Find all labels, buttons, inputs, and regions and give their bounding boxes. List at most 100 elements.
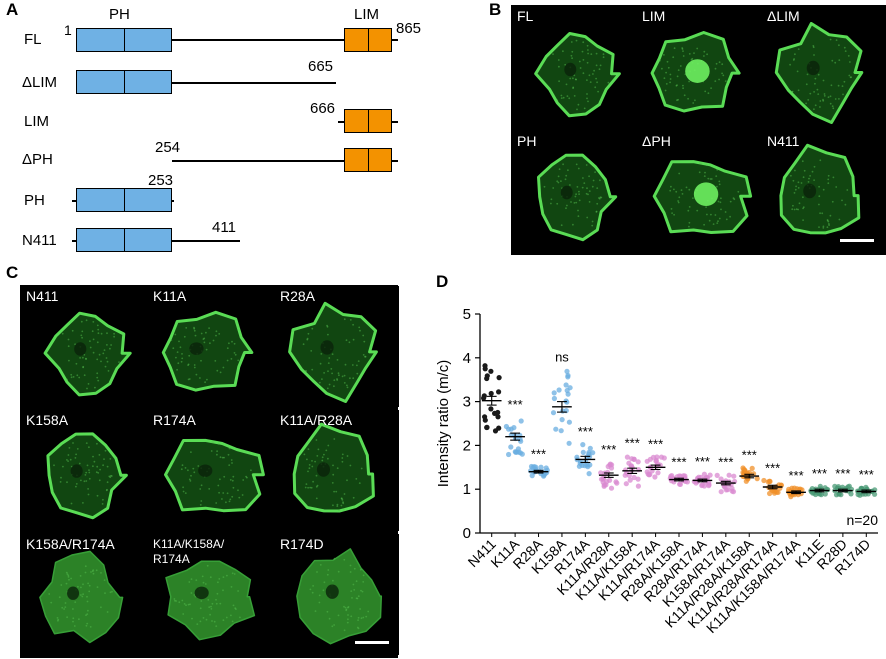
lim-domain-box-fl — [344, 28, 392, 52]
residue-end-n411: 411 — [212, 219, 236, 236]
data-point — [627, 477, 633, 483]
panel-c-cell: R174A — [148, 410, 272, 531]
panel-c-cell-label: R174D — [280, 536, 324, 552]
y-tick-label: 2 — [463, 437, 471, 454]
significance-label: *** — [835, 466, 850, 481]
cell-outline — [537, 153, 618, 242]
data-point — [558, 428, 564, 434]
data-point — [822, 491, 828, 497]
data-point — [567, 385, 573, 391]
construct-label-n411: N411 — [22, 232, 57, 249]
panel-b-cell-label: FL — [517, 8, 534, 24]
significance-label: *** — [812, 466, 827, 481]
data-point — [496, 425, 502, 431]
data-point — [513, 449, 519, 455]
panel-c-cell: K11A/R28A — [275, 410, 399, 531]
residue-end-fl: 865 — [396, 20, 422, 37]
panel-b-cell: ΔLIM — [762, 6, 884, 128]
panel-b-label: B — [489, 0, 502, 19]
data-point — [635, 459, 641, 465]
data-point — [655, 470, 661, 476]
data-point — [848, 491, 854, 497]
construct-line-fl — [76, 39, 398, 41]
data-point — [677, 481, 683, 487]
data-point — [726, 472, 732, 478]
data-point — [725, 487, 731, 493]
data-point — [817, 491, 823, 497]
data-point — [767, 478, 773, 484]
lim-domain-label: LIM — [354, 6, 380, 23]
panel-b-cell: N411 — [762, 131, 884, 253]
panel-c-cell-label: R28A — [280, 288, 316, 304]
data-point — [508, 444, 514, 450]
data-point — [564, 368, 570, 374]
cell-outline — [46, 432, 128, 520]
cell-outline — [774, 22, 864, 124]
y-tick-label: 4 — [463, 350, 471, 367]
data-point — [754, 476, 760, 482]
cell-outline — [161, 310, 254, 392]
panel-b-cell-label: ΔLIM — [767, 8, 800, 24]
data-point — [749, 465, 755, 471]
panel-c-cell: K11A — [148, 286, 272, 407]
data-point — [495, 409, 501, 416]
data-point — [551, 390, 557, 396]
significance-label: *** — [531, 446, 546, 461]
significance-label: *** — [508, 397, 523, 412]
data-point — [518, 418, 524, 424]
panel-c-cell-label: R174A — [153, 412, 196, 428]
y-tick-label: 0 — [463, 525, 471, 542]
data-point — [730, 489, 737, 495]
data-point — [580, 442, 586, 448]
significance-label: *** — [718, 454, 733, 469]
data-point — [579, 462, 585, 468]
data-point — [598, 470, 604, 476]
data-point — [652, 474, 658, 480]
construct-label-lim: LIM — [24, 113, 50, 130]
significance-label: *** — [648, 436, 663, 451]
y-tick-label: 5 — [463, 306, 471, 323]
significance-label: *** — [695, 454, 710, 469]
data-point — [587, 445, 593, 451]
data-point — [481, 395, 487, 401]
data-point — [495, 414, 501, 420]
construct-label-dph: ΔPH — [22, 151, 53, 168]
panel-b-cell: LIM — [637, 6, 759, 128]
cell-outline — [292, 422, 375, 513]
significance-label: *** — [601, 442, 616, 457]
data-point — [681, 473, 687, 479]
ph-domain-box-n411 — [76, 228, 172, 252]
data-point — [608, 465, 615, 471]
panel-c-cell-label: K11A/R28A — [280, 412, 353, 428]
panel-c-label: C — [6, 263, 19, 282]
data-point — [565, 374, 571, 380]
ph-domain-box-ph — [76, 188, 172, 212]
cell-outline — [779, 143, 861, 235]
data-point — [608, 485, 615, 491]
data-point — [580, 449, 586, 455]
data-point — [607, 461, 613, 467]
data-point — [587, 462, 593, 468]
significance-label: *** — [742, 447, 757, 462]
data-point — [797, 486, 803, 492]
scale-bar — [840, 239, 874, 242]
scale-bar — [355, 641, 389, 644]
data-point — [506, 426, 512, 432]
panel-c-cell: R174D — [275, 534, 399, 655]
data-point — [484, 424, 490, 431]
data-point — [624, 454, 630, 460]
construct-label-fl: FL — [24, 31, 42, 48]
significance-label: *** — [788, 468, 803, 483]
construct-line-dph — [172, 160, 398, 162]
data-point — [482, 363, 488, 369]
ph-domain-box-dlim — [76, 70, 172, 94]
cell-outline — [43, 311, 132, 397]
cell-outline — [165, 560, 256, 641]
data-point — [654, 454, 660, 460]
data-point — [613, 479, 619, 485]
data-point — [631, 456, 637, 462]
significance-label: *** — [625, 435, 640, 450]
data-point — [553, 426, 559, 432]
ph-domain-box-fl — [76, 28, 172, 52]
